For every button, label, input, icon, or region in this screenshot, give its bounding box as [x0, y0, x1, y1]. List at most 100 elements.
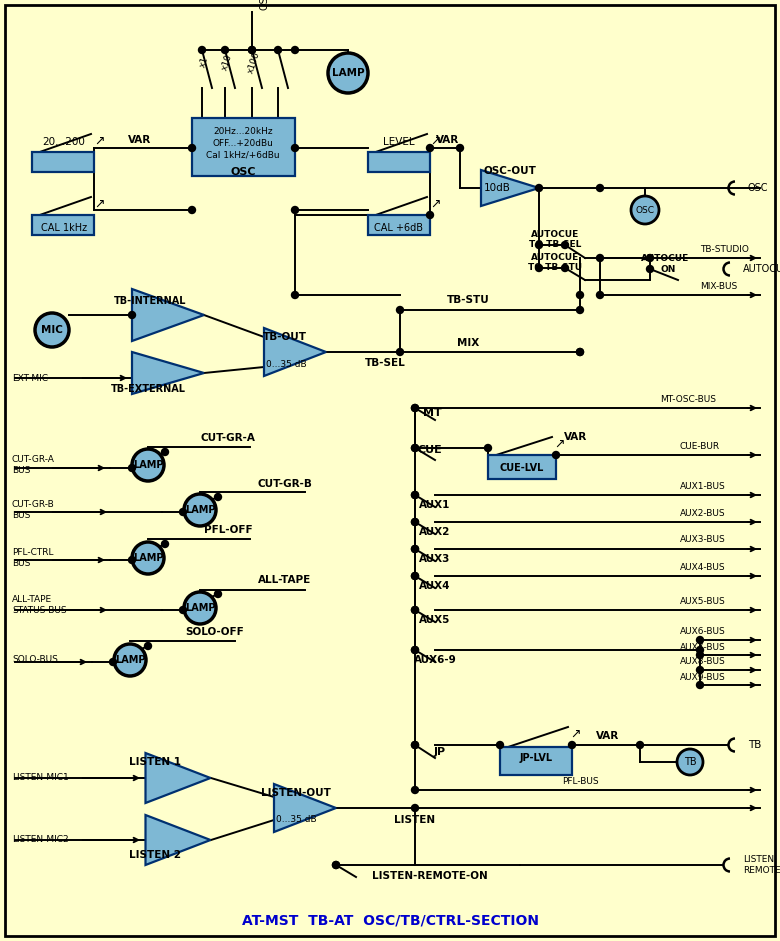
Polygon shape — [146, 815, 211, 865]
Text: LAMP: LAMP — [133, 460, 163, 470]
Circle shape — [215, 493, 222, 501]
Text: Cal 1kHz/+6dBu: Cal 1kHz/+6dBu — [206, 151, 280, 160]
Circle shape — [412, 518, 419, 525]
Text: ALL-TAPE
STATUS-BUS: ALL-TAPE STATUS-BUS — [12, 596, 66, 614]
Circle shape — [427, 212, 434, 218]
Text: AUX2: AUX2 — [420, 527, 451, 537]
Circle shape — [412, 805, 419, 811]
Circle shape — [562, 264, 569, 272]
Text: x100: x100 — [246, 50, 262, 74]
Text: CUE: CUE — [417, 445, 442, 455]
Circle shape — [412, 572, 419, 580]
Circle shape — [144, 643, 151, 649]
Text: JP-LVL: JP-LVL — [519, 753, 552, 763]
Bar — [32, 215, 94, 235]
Text: ↗: ↗ — [94, 135, 105, 148]
Text: LISTEN 1: LISTEN 1 — [129, 757, 181, 767]
Bar — [32, 152, 94, 172]
Text: ↗: ↗ — [555, 438, 565, 451]
Circle shape — [412, 444, 419, 452]
Text: AUX6-9: AUX6-9 — [413, 655, 456, 665]
Text: x1: x1 — [198, 56, 210, 69]
Circle shape — [536, 264, 543, 272]
Text: LISTEN-MIC1: LISTEN-MIC1 — [12, 774, 69, 783]
Text: 20Hz...20kHz: 20Hz...20kHz — [213, 126, 273, 136]
Text: SOLO-BUS: SOLO-BUS — [12, 656, 58, 664]
Text: PFL-BUS: PFL-BUS — [562, 776, 598, 786]
Bar — [192, 118, 295, 176]
Text: 20...200: 20...200 — [43, 137, 86, 147]
Circle shape — [484, 444, 491, 452]
Circle shape — [697, 681, 704, 689]
Text: AUX3-BUS: AUX3-BUS — [680, 535, 725, 545]
Circle shape — [412, 742, 419, 748]
Circle shape — [412, 572, 419, 580]
Text: TB: TB — [748, 740, 761, 750]
Text: TB-STU: TB-STU — [447, 295, 489, 305]
Text: CUT-GR-A
BUS: CUT-GR-A BUS — [12, 455, 55, 474]
Bar — [500, 747, 572, 775]
Circle shape — [647, 265, 654, 273]
Text: TB-EXTERNAL: TB-EXTERNAL — [111, 384, 186, 394]
Polygon shape — [264, 328, 326, 376]
Circle shape — [562, 242, 569, 248]
Text: OSC: OSC — [636, 205, 654, 215]
Circle shape — [427, 145, 434, 152]
Text: LISTEN-MIC2: LISTEN-MIC2 — [12, 836, 69, 844]
Text: OFF...+20dBu: OFF...+20dBu — [213, 138, 274, 148]
Polygon shape — [146, 753, 211, 803]
Text: AUTOCUE: AUTOCUE — [641, 253, 689, 263]
Text: CUT-GR-B: CUT-GR-B — [257, 479, 313, 489]
Circle shape — [184, 494, 216, 526]
Circle shape — [412, 646, 419, 653]
Bar — [488, 455, 556, 479]
Circle shape — [412, 491, 419, 499]
Circle shape — [198, 46, 205, 54]
Circle shape — [412, 491, 419, 499]
Text: AUTOCUE: AUTOCUE — [531, 230, 579, 238]
Text: AUX4: AUX4 — [420, 581, 451, 591]
Text: TB-INTERNAL: TB-INTERNAL — [114, 296, 186, 306]
Text: TO TB-SEL: TO TB-SEL — [529, 240, 581, 248]
Text: CUE-LVL: CUE-LVL — [500, 463, 544, 473]
Circle shape — [412, 405, 419, 411]
Text: TO TB-STU: TO TB-STU — [528, 263, 582, 272]
Text: TB-SEL: TB-SEL — [364, 358, 406, 368]
Text: x10: x10 — [220, 53, 234, 72]
Circle shape — [328, 53, 368, 93]
Polygon shape — [481, 170, 539, 206]
Text: MIX: MIX — [457, 338, 479, 348]
Text: CUT-GR-B
BUS: CUT-GR-B BUS — [12, 501, 55, 519]
Text: MT: MT — [423, 408, 441, 418]
Circle shape — [132, 449, 164, 481]
Circle shape — [597, 184, 604, 192]
Text: OSC-ON: OSC-ON — [260, 0, 270, 10]
Text: ↗: ↗ — [94, 198, 105, 211]
Text: AUX1-BUS: AUX1-BUS — [680, 482, 725, 490]
Circle shape — [636, 742, 643, 748]
Text: LAMP: LAMP — [185, 603, 215, 613]
Circle shape — [114, 644, 146, 676]
Text: VAR: VAR — [129, 135, 151, 145]
Circle shape — [396, 348, 403, 356]
Text: LAMP: LAMP — [115, 655, 145, 665]
Circle shape — [292, 46, 299, 54]
Text: LAMP: LAMP — [185, 505, 215, 515]
Text: AUX2-BUS: AUX2-BUS — [680, 508, 725, 518]
Circle shape — [456, 145, 463, 152]
Text: EXT-MIC: EXT-MIC — [12, 374, 48, 382]
Circle shape — [536, 242, 543, 248]
Circle shape — [161, 540, 168, 548]
Polygon shape — [132, 289, 204, 341]
Text: AUX9-BUS: AUX9-BUS — [680, 673, 725, 681]
Circle shape — [132, 542, 164, 574]
Circle shape — [249, 46, 256, 54]
Circle shape — [576, 348, 583, 356]
Text: PFL-OFF: PFL-OFF — [204, 525, 252, 535]
Circle shape — [412, 646, 419, 653]
Text: AUX5: AUX5 — [420, 615, 451, 625]
Text: AUX3: AUX3 — [420, 554, 451, 564]
Circle shape — [189, 206, 196, 214]
Text: ON: ON — [661, 264, 675, 274]
Circle shape — [412, 546, 419, 552]
